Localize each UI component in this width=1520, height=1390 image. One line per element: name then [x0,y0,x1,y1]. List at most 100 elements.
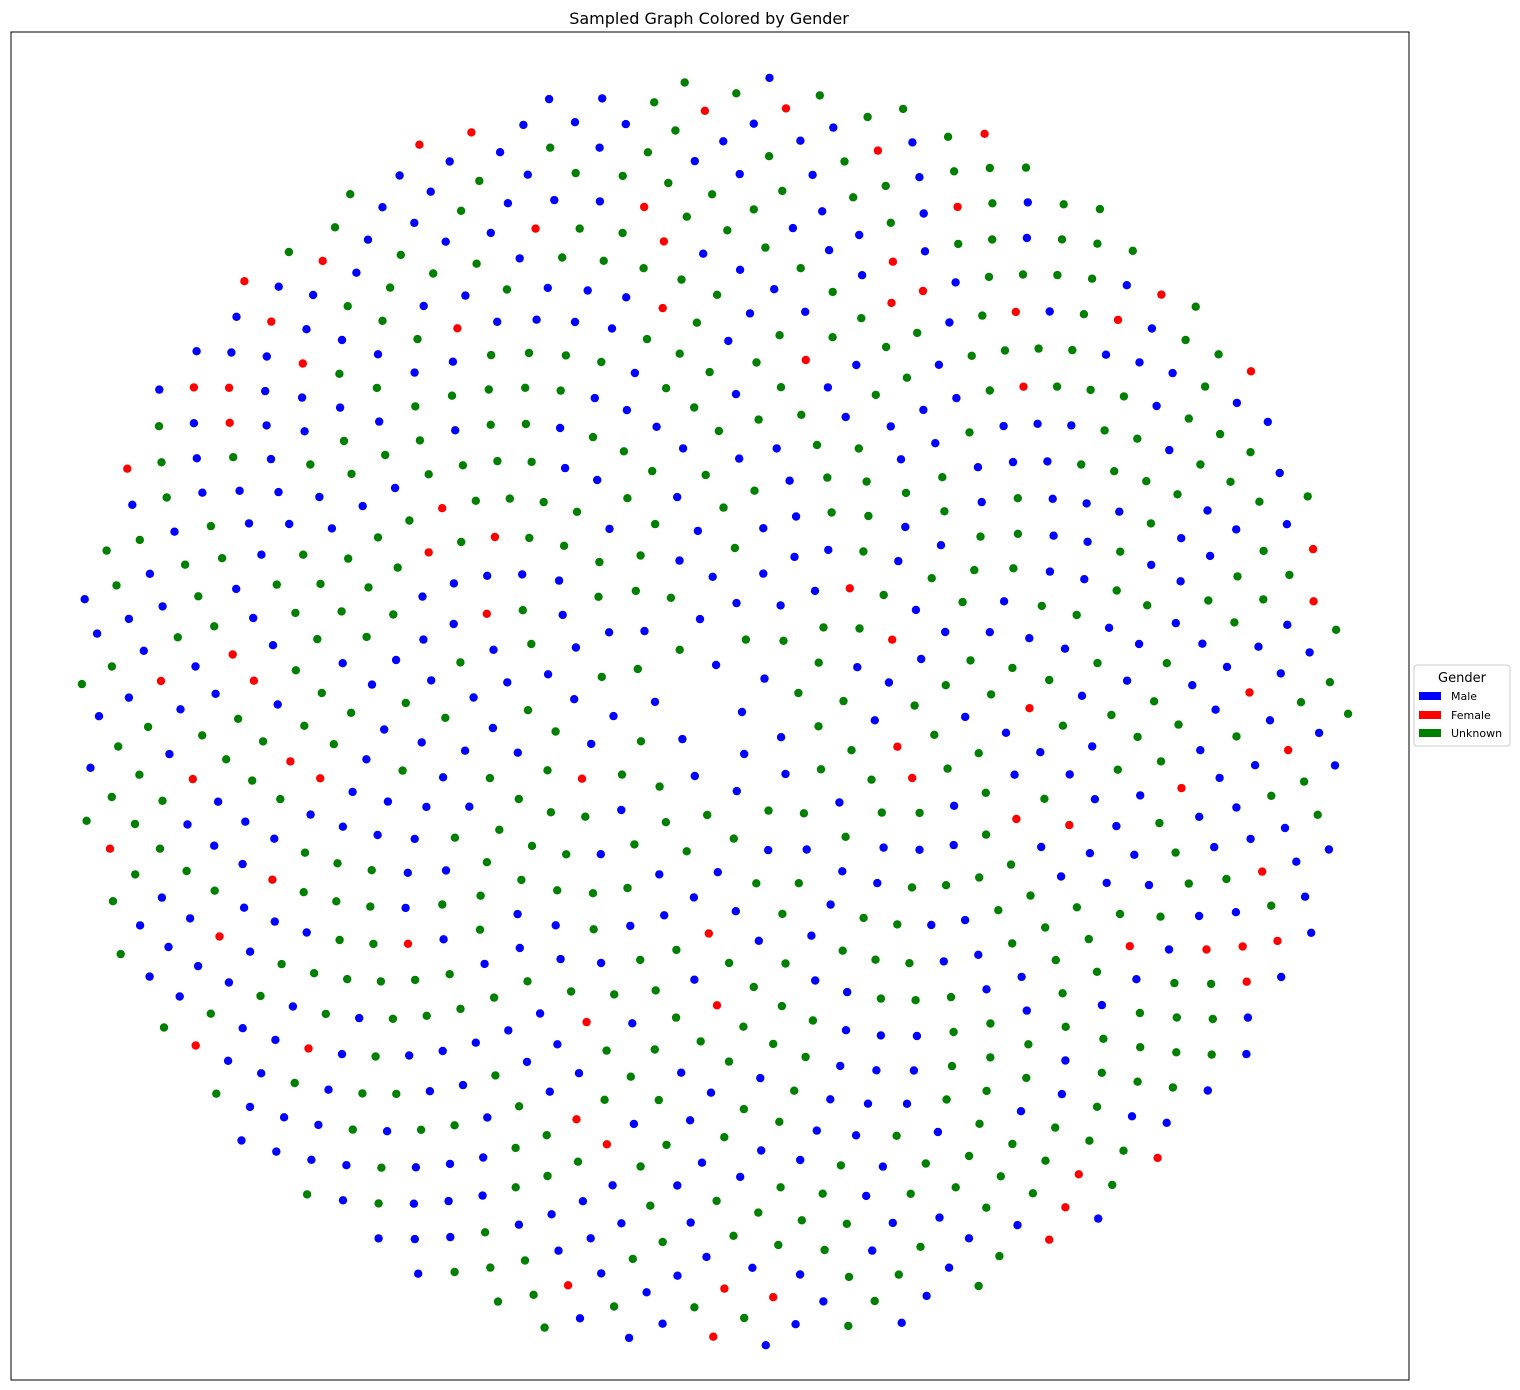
node-point [1233,572,1242,581]
node-point [853,663,862,672]
node-point [642,1288,651,1297]
node-point [1130,850,1139,859]
node-point [1082,499,1091,508]
node-point [135,770,144,779]
node-point [261,386,270,396]
node-point [770,285,779,294]
node-point [223,1056,233,1066]
node-point [617,770,627,779]
node-point [982,1086,991,1096]
node-point [461,291,470,300]
node-point [1092,967,1102,976]
node-point [960,915,970,925]
node-point [1057,1089,1067,1099]
legend-frame [1413,664,1511,747]
node-point [135,921,145,930]
node-point [362,755,371,764]
node-point [446,1232,455,1242]
node-point [299,550,308,559]
node-point [1232,525,1241,534]
node-point [1156,757,1166,766]
node-point [291,608,300,618]
node-point [893,920,902,929]
node-point [686,1218,695,1227]
node-point [1242,1049,1251,1059]
node-point [486,350,496,360]
node-point [749,205,758,214]
node-point [712,290,722,299]
node-point [1085,1136,1094,1145]
node-point [1022,233,1032,243]
node-point [189,383,199,392]
node-point [1119,392,1129,401]
node-point [502,285,512,294]
node-point [1095,204,1105,214]
node-point [709,1332,718,1341]
node-point [372,383,382,393]
node-point [145,972,154,981]
node-point [984,272,994,282]
node-point [760,674,769,683]
node-point [1280,823,1290,833]
node-point [658,1237,667,1247]
node-point [382,1127,392,1136]
node-point [859,913,868,923]
legend-swatch-unknown [1419,729,1441,737]
node-point [662,1140,671,1150]
node-point [1259,595,1268,604]
node-point [486,1263,495,1272]
node-point [901,522,910,532]
node-point [678,734,687,744]
node-point [658,1319,667,1328]
node-point [1053,270,1062,280]
node-point [1259,546,1268,556]
node-point [981,830,991,839]
node-point [1135,358,1144,367]
node-point [985,628,994,637]
node-point [729,1231,738,1241]
node-point [373,830,382,840]
node-point [735,169,744,179]
node-point [458,1080,468,1090]
node-point [213,797,223,806]
node-point [154,422,164,431]
node-point [859,547,868,556]
node-point [1184,879,1194,888]
node-point [1143,601,1152,610]
legend-title: Gender [1438,671,1487,686]
node-point [438,773,448,782]
node-point [1048,494,1057,503]
node-point [651,986,660,995]
node-point [915,845,924,854]
node-point [241,817,250,826]
node-point [1210,842,1219,852]
node-point [1230,618,1239,627]
node-point [712,1196,721,1206]
node-point [422,1011,431,1020]
node-point [1196,460,1205,469]
node-point [838,867,847,876]
node-point [867,775,876,784]
node-point [941,627,950,637]
node-point [648,466,657,476]
node-point [175,992,184,1001]
node-point [329,740,338,749]
node-point [560,463,570,473]
node-point [554,576,564,585]
node-point [735,265,745,274]
node-point [1308,544,1318,554]
node-point [930,730,939,739]
node-point [808,1016,818,1025]
node-point [1284,745,1293,755]
node-point [1085,849,1095,858]
node-point [855,230,864,240]
node-point [776,383,786,392]
node-point [618,171,627,181]
node-point [523,170,532,179]
node-point [964,1151,974,1161]
node-point [518,606,527,615]
node-point [398,766,407,775]
node-point [1065,770,1074,779]
node-point [628,1019,637,1028]
node-point [327,524,337,533]
